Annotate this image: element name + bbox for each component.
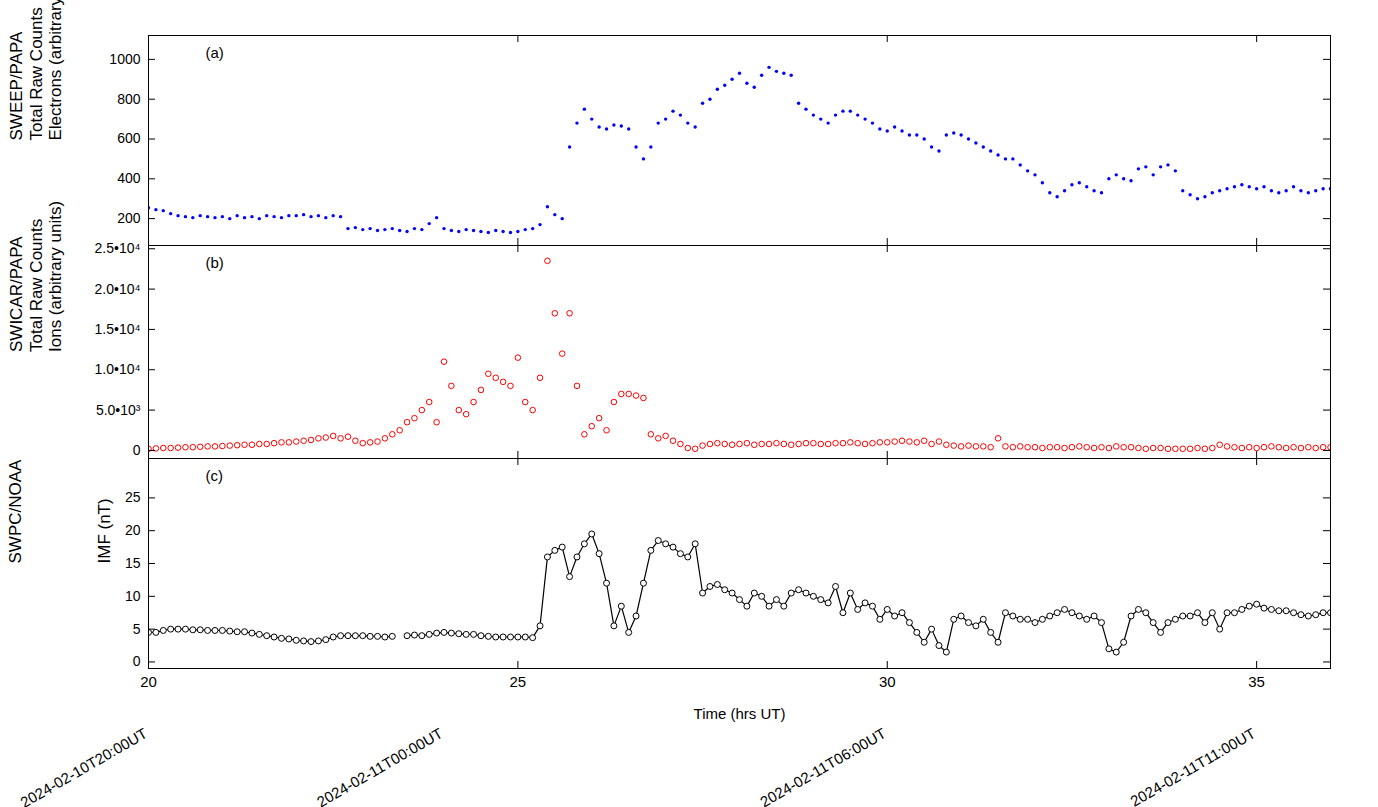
svg-text:IMF (nT): IMF (nT)	[95, 498, 114, 563]
svg-text:10: 10	[125, 588, 141, 604]
svg-text:SWICAR/PAPATotal Raw CountsIon: SWICAR/PAPATotal Raw CountsIons (arbitra…	[7, 201, 65, 352]
svg-text:5: 5	[133, 621, 141, 637]
svg-text:Time (hrs UT): Time (hrs UT)	[694, 705, 786, 722]
svg-text:1.5•10⁴: 1.5•10⁴	[95, 321, 141, 337]
svg-text:2.0•10⁴: 2.0•10⁴	[95, 281, 141, 297]
svg-text:800: 800	[117, 91, 141, 107]
svg-text:20: 20	[125, 522, 141, 538]
svg-text:2.5•10⁴: 2.5•10⁴	[95, 240, 141, 256]
svg-text:25: 25	[510, 673, 527, 690]
svg-text:2024-02-11T11:00UT: 2024-02-11T11:00UT	[1127, 724, 1258, 807]
svg-text:0: 0	[133, 653, 141, 669]
svg-text:600: 600	[117, 130, 141, 146]
svg-text:(c): (c)	[206, 467, 224, 484]
svg-text:20: 20	[140, 673, 157, 690]
svg-text:2024-02-10T20:00UT: 2024-02-10T20:00UT	[17, 724, 150, 807]
svg-text:(b): (b)	[206, 254, 224, 271]
svg-text:5.0•10³: 5.0•10³	[96, 402, 141, 418]
svg-text:(a): (a)	[206, 44, 224, 61]
svg-text:1000: 1000	[109, 51, 140, 67]
svg-text:35: 35	[1248, 673, 1265, 690]
svg-text:SWEEP/PAPATotal Raw CountsElec: SWEEP/PAPATotal Raw CountsElectrons (arb…	[7, 0, 65, 141]
svg-text:1.0•10⁴: 1.0•10⁴	[95, 361, 141, 377]
svg-text:15: 15	[125, 555, 141, 571]
svg-text:2024-02-11T06:00UT: 2024-02-11T06:00UT	[757, 724, 889, 807]
svg-text:SWPC/NOAA: SWPC/NOAA	[6, 459, 25, 564]
svg-text:25: 25	[125, 489, 141, 505]
svg-text:2024-02-11T00:00UT: 2024-02-11T00:00UT	[314, 724, 446, 807]
svg-text:400: 400	[117, 170, 141, 186]
svg-text:200: 200	[117, 210, 141, 226]
svg-text:30: 30	[879, 673, 896, 690]
svg-text:0: 0	[133, 442, 141, 458]
